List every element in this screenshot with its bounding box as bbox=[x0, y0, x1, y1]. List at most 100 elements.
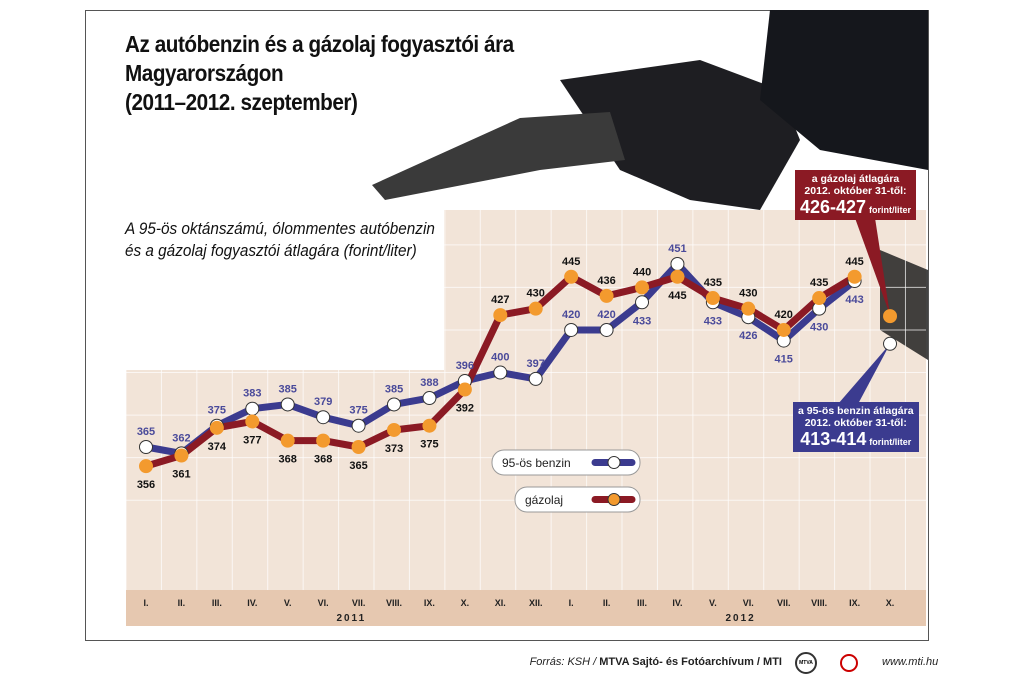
website-link[interactable]: www.mti.hu bbox=[882, 656, 939, 668]
data-point-diesel bbox=[741, 301, 756, 316]
legend-marker bbox=[607, 493, 621, 506]
data-label-diesel: 445 bbox=[562, 256, 580, 268]
data-point-petrol bbox=[139, 440, 153, 454]
data-point-diesel bbox=[351, 440, 366, 454]
x-tick-label: III. bbox=[637, 598, 647, 608]
data-point-petrol bbox=[316, 410, 331, 425]
petrol-callout-line2: 2012. október 31-től: bbox=[804, 417, 907, 429]
data-point-diesel bbox=[812, 291, 827, 306]
data-label-petrol: 388 bbox=[420, 377, 438, 389]
data-point-diesel bbox=[174, 448, 189, 463]
data-label-diesel: 375 bbox=[420, 439, 438, 451]
data-label-diesel: 365 bbox=[349, 460, 367, 472]
data-point-diesel bbox=[387, 422, 402, 437]
legend-item bbox=[491, 449, 641, 476]
x-tick-label: II. bbox=[178, 598, 186, 608]
data-label-petrol: 443 bbox=[845, 294, 863, 306]
x-tick-label: VI. bbox=[318, 598, 329, 608]
x-tick-label: III. bbox=[212, 598, 222, 608]
data-label-petrol: 415 bbox=[775, 354, 793, 366]
data-label-diesel: 356 bbox=[137, 479, 155, 491]
diesel-callout-value: 426-427 bbox=[800, 197, 867, 217]
title-line-2: Magyarországon bbox=[125, 60, 284, 86]
title-line-3: (2011–2012. szeptember) bbox=[125, 89, 358, 115]
data-label-diesel: 373 bbox=[385, 443, 403, 455]
mti-logo bbox=[840, 654, 858, 672]
data-label-petrol: 365 bbox=[137, 426, 155, 438]
subtitle-line-1: A 95-ös oktánszámú, ólommentes autóbenzi… bbox=[125, 219, 435, 238]
data-label-petrol: 375 bbox=[208, 405, 226, 417]
petrol-callout-pointer bbox=[838, 344, 890, 404]
data-point-diesel bbox=[209, 420, 224, 435]
x-tick-label: VI. bbox=[743, 598, 754, 608]
x-axis-band bbox=[126, 590, 926, 626]
data-label-diesel: 392 bbox=[456, 403, 474, 415]
data-point-diesel bbox=[457, 382, 472, 397]
data-label-diesel: 436 bbox=[597, 275, 615, 287]
petrol-callout: a 95-ös benzin átlagára 2012. október 31… bbox=[793, 402, 919, 452]
subtitle-line-2: és a gázolaj fogyasztói átlagára (forint… bbox=[125, 241, 417, 260]
petrol-callout-unit: forint/liter bbox=[869, 437, 912, 447]
title-line-1: Az autóbenzin és a gázolaj fogyasztói ár… bbox=[125, 31, 514, 57]
x-tick-label: II. bbox=[603, 598, 611, 608]
data-label-diesel: 374 bbox=[208, 441, 227, 453]
data-label-diesel: 430 bbox=[739, 288, 757, 300]
data-point-diesel bbox=[139, 459, 153, 474]
source-prefix: Forrás: KSH / bbox=[529, 656, 600, 668]
data-point-petrol bbox=[564, 322, 579, 337]
year-label: 2011 bbox=[336, 613, 366, 624]
data-label-diesel: 430 bbox=[527, 288, 545, 300]
petrol-callout-value: 413-414 bbox=[800, 429, 867, 449]
data-label-petrol: 375 bbox=[349, 405, 367, 417]
x-tick-label: X. bbox=[886, 598, 895, 608]
data-label-petrol: 433 bbox=[633, 315, 651, 327]
data-label-petrol: 397 bbox=[527, 358, 545, 370]
data-label-diesel: 435 bbox=[810, 277, 828, 289]
diesel-callout-line2: 2012. október 31-től: bbox=[804, 185, 907, 197]
x-tick-label: I. bbox=[143, 598, 148, 608]
diesel-callout-line1: a gázolaj átlagára bbox=[811, 173, 900, 185]
hand-shape bbox=[560, 60, 800, 210]
data-point-diesel bbox=[635, 280, 650, 295]
data-label-diesel: 435 bbox=[704, 277, 722, 289]
data-label-petrol: 396 bbox=[456, 360, 474, 372]
data-point-diesel bbox=[280, 433, 295, 448]
legend-label: gázolaj bbox=[525, 493, 563, 507]
data-label-diesel: 440 bbox=[633, 266, 651, 278]
data-point-petrol bbox=[280, 397, 295, 412]
data-point-diesel bbox=[422, 418, 437, 433]
legend-marker bbox=[607, 456, 621, 469]
data-point-diesel bbox=[670, 269, 685, 284]
data-point-petrol bbox=[528, 371, 543, 386]
data-label-diesel: 368 bbox=[279, 454, 297, 466]
petrol-callout-line1: a 95-ös benzin átlagára bbox=[798, 405, 914, 417]
data-label-petrol: 379 bbox=[314, 396, 332, 408]
data-point-diesel bbox=[776, 322, 791, 337]
x-tick-label: IX. bbox=[849, 598, 860, 608]
data-point-diesel bbox=[599, 288, 614, 303]
chart-subtitle: A 95-ös oktánszámú, ólommentes autóbenzi… bbox=[125, 218, 485, 262]
x-tick-label: VII. bbox=[777, 598, 791, 608]
x-tick-label: IV. bbox=[672, 598, 682, 608]
data-label-petrol: 430 bbox=[810, 322, 828, 334]
data-point-diesel bbox=[316, 433, 331, 448]
diesel-callout-pointer bbox=[855, 218, 890, 315]
data-label-petrol: 385 bbox=[279, 383, 297, 395]
x-tick-label: XI. bbox=[495, 598, 506, 608]
data-point-diesel bbox=[528, 301, 543, 316]
x-tick-label: V. bbox=[709, 598, 717, 608]
data-label-diesel: 445 bbox=[845, 256, 863, 268]
x-tick-label: IV. bbox=[247, 598, 257, 608]
x-tick-label: XII. bbox=[529, 598, 543, 608]
x-tick-label: VIII. bbox=[811, 598, 827, 608]
source-credit: Forrás: KSH / MTVA Sajtó- és Fotóarchívu… bbox=[530, 656, 782, 668]
x-tick-label: X. bbox=[461, 598, 470, 608]
data-label-petrol: 362 bbox=[172, 432, 190, 444]
page-title: Az autóbenzin és a gázolaj fogyasztói ár… bbox=[125, 30, 593, 117]
data-label-petrol: 383 bbox=[243, 388, 261, 400]
data-label-petrol: 426 bbox=[739, 330, 757, 342]
diesel-callout: a gázolaj átlagára 2012. október 31-től:… bbox=[795, 170, 916, 220]
x-tick-label: V. bbox=[284, 598, 292, 608]
data-label-petrol: 451 bbox=[668, 243, 686, 255]
